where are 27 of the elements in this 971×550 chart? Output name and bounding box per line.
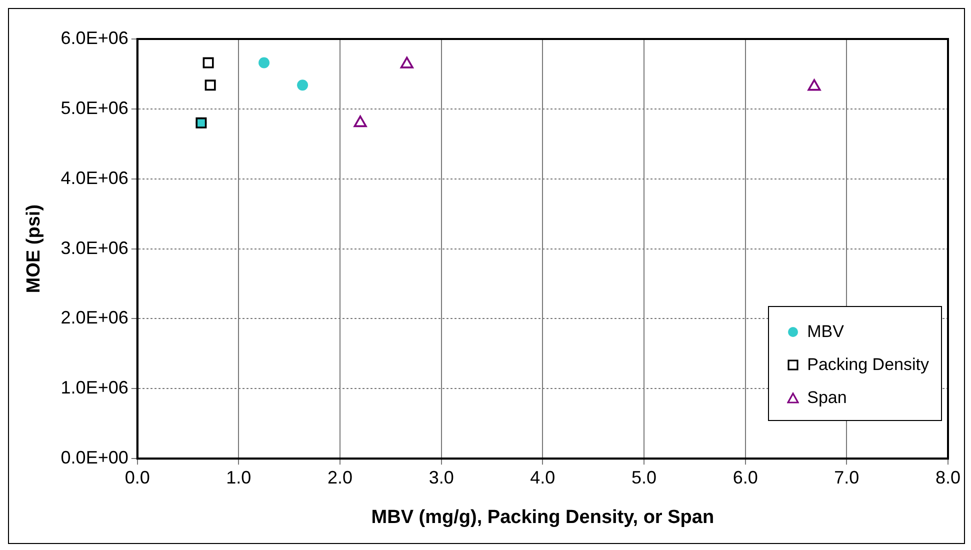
- x-tick-label: 7.0: [834, 467, 860, 488]
- x-tick-label: 3.0: [428, 467, 454, 488]
- legend-label: MBV: [807, 322, 844, 342]
- x-tick-label: 6.0: [732, 467, 758, 488]
- point: [297, 80, 308, 91]
- point: [258, 57, 270, 68]
- point: [808, 79, 821, 91]
- x-tick-label: 0.0: [124, 467, 150, 488]
- y-tick-label: 0.0E+00: [60, 448, 128, 468]
- y-axis-title: MOE (psi): [24, 204, 45, 294]
- point: [354, 116, 367, 128]
- x-tick-label: 1.0: [226, 467, 252, 488]
- legend-label: Packing Density: [807, 354, 929, 374]
- y-tick-label: 1.0E+06: [60, 378, 128, 398]
- x-tick-label: 8.0: [935, 467, 961, 488]
- y-tick-label: 3.0E+06: [60, 238, 128, 258]
- x-tick-label: 4.0: [530, 467, 556, 488]
- y-tick-label: 6.0E+06: [60, 28, 128, 48]
- x-axis-title: MBV (mg/g), Packing Density, or Span: [371, 506, 714, 528]
- y-tick-label: 2.0E+06: [60, 308, 128, 328]
- x-tick-label: 2.0: [328, 467, 353, 488]
- x-tick-label: 5.0: [631, 467, 657, 488]
- y-tick-label: 5.0E+06: [60, 98, 128, 118]
- y-tick-label: 4.0E+06: [60, 168, 128, 188]
- point: [202, 57, 214, 68]
- legend-label: Span: [807, 388, 847, 408]
- point: [204, 80, 216, 91]
